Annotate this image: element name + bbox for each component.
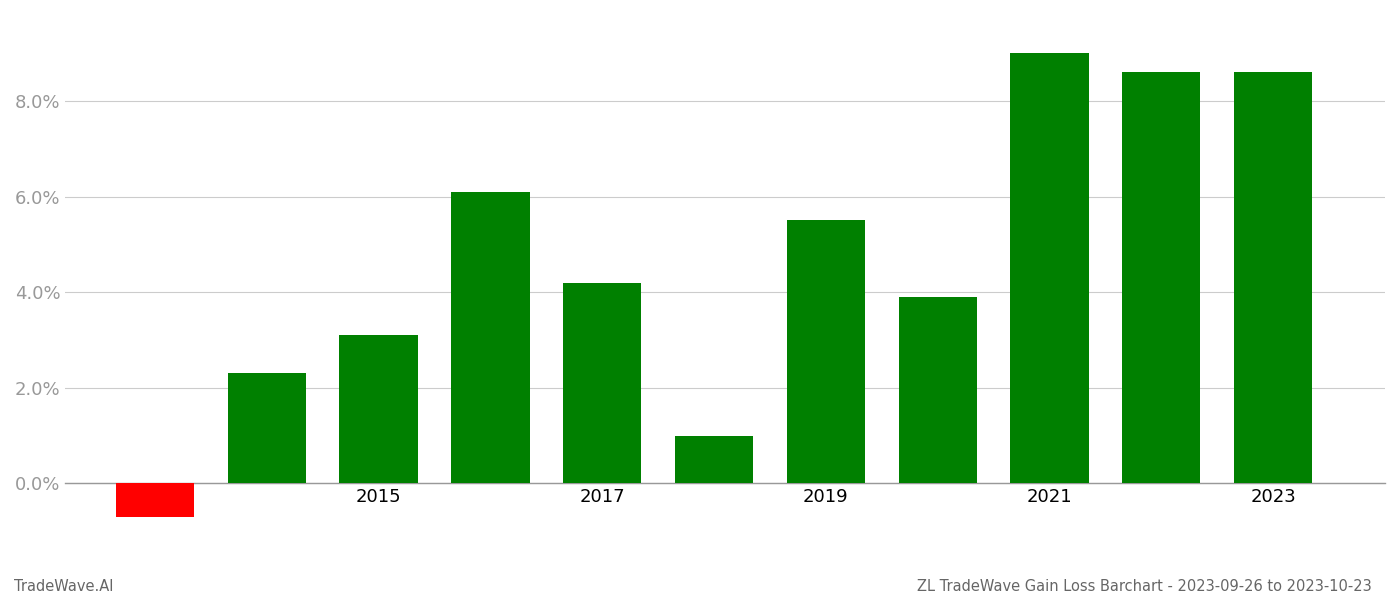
Text: TradeWave.AI: TradeWave.AI bbox=[14, 579, 113, 594]
Bar bbox=[1011, 53, 1089, 484]
Bar bbox=[1123, 73, 1200, 484]
Bar bbox=[1233, 73, 1312, 484]
Bar bbox=[787, 220, 865, 484]
Bar bbox=[899, 297, 977, 484]
Bar bbox=[228, 373, 307, 484]
Text: ZL TradeWave Gain Loss Barchart - 2023-09-26 to 2023-10-23: ZL TradeWave Gain Loss Barchart - 2023-0… bbox=[917, 579, 1372, 594]
Bar bbox=[563, 283, 641, 484]
Bar bbox=[339, 335, 417, 484]
Bar bbox=[451, 192, 529, 484]
Bar bbox=[116, 484, 195, 517]
Bar bbox=[675, 436, 753, 484]
